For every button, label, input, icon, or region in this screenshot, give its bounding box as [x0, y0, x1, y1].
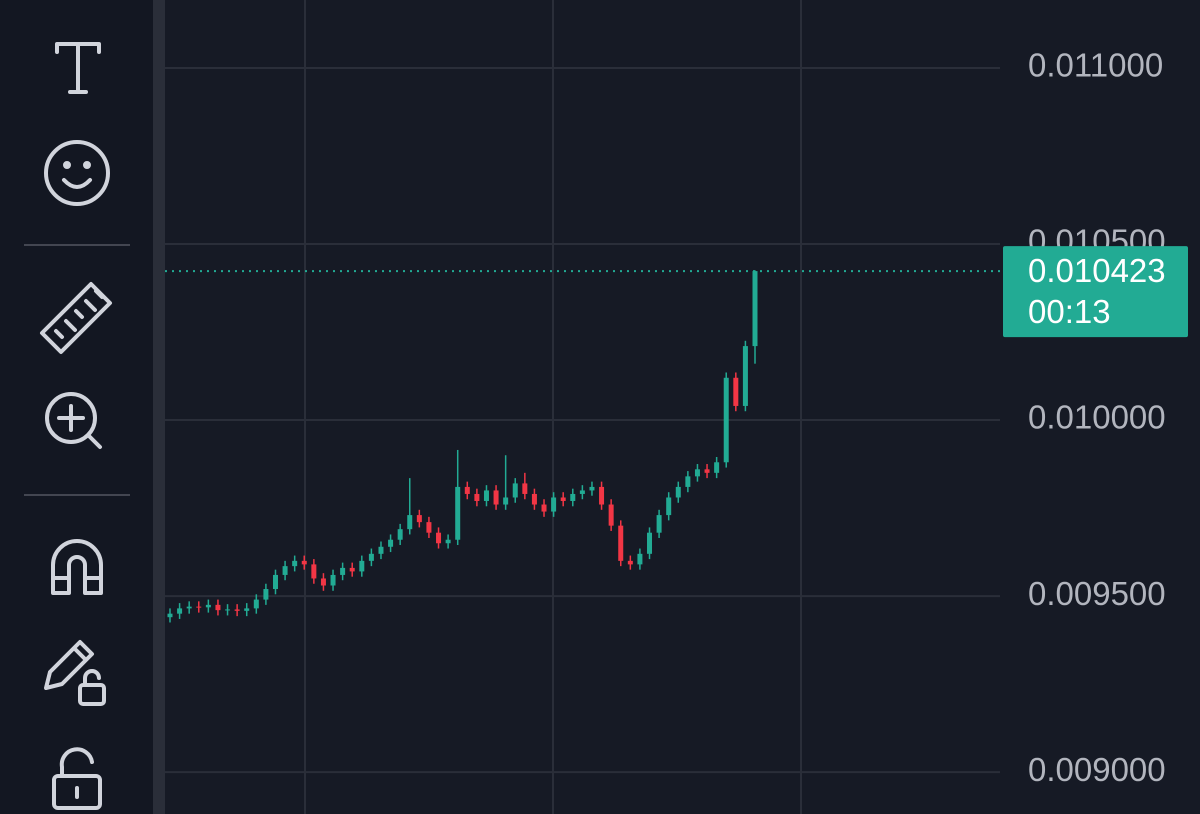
- candle-body: [301, 560, 307, 565]
- candle-body: [579, 490, 585, 494]
- candle-body: [608, 504, 614, 526]
- candle-body: [599, 486, 605, 505]
- candle-body: [723, 377, 729, 463]
- candle-body: [589, 486, 595, 491]
- y-tick-label: 0.009500: [1028, 575, 1166, 612]
- candle-body: [445, 539, 451, 544]
- candle-body: [503, 497, 509, 505]
- candle-body: [570, 493, 576, 502]
- candle-body: [244, 608, 250, 611]
- lock-drawings-tool[interactable]: [44, 640, 106, 706]
- candle-body: [215, 604, 221, 611]
- candle-body: [388, 539, 394, 547]
- toolbar-divider: [153, 0, 165, 814]
- candle-body: [359, 560, 365, 572]
- candle-body: [292, 560, 298, 567]
- candle-body: [627, 560, 633, 565]
- candle-body: [714, 462, 720, 473]
- lock-tool[interactable]: [52, 747, 102, 810]
- text-tool[interactable]: [55, 42, 101, 94]
- candle-body: [407, 515, 413, 530]
- last-price-label: 0.010423: [1028, 252, 1166, 289]
- candle-body: [704, 469, 710, 473]
- vertical-grid: [304, 0, 802, 814]
- ruler-tool[interactable]: [40, 282, 112, 354]
- candle-body: [464, 486, 470, 494]
- candle-body: [177, 608, 183, 614]
- candle-body: [733, 377, 739, 406]
- candle-body: [253, 599, 259, 609]
- candle-body: [666, 497, 672, 516]
- y-tick-label: 0.010000: [1028, 399, 1166, 436]
- candle-body: [522, 483, 528, 494]
- candle-body: [560, 497, 566, 502]
- countdown-label: 00:13: [1028, 293, 1111, 330]
- candle-body: [349, 567, 355, 572]
- candle-body: [752, 271, 758, 347]
- candle-body: [637, 553, 643, 565]
- candle-body: [378, 546, 384, 554]
- candle-body: [512, 483, 518, 498]
- toolbar: [0, 0, 153, 814]
- candle-body: [436, 532, 442, 544]
- candle-body: [541, 504, 547, 512]
- zoom-tool[interactable]: [45, 392, 102, 449]
- candle-body: [551, 497, 557, 512]
- candle-body: [474, 493, 480, 502]
- candle-body: [186, 606, 192, 609]
- candle-body: [483, 490, 489, 502]
- y-tick-label: 0.011000: [1028, 47, 1163, 84]
- candle-body: [426, 522, 432, 533]
- y-tick-label: 0.009000: [1028, 751, 1166, 788]
- plot: [165, 66, 1000, 774]
- candle-body: [330, 574, 336, 586]
- emoji-tool[interactable]: [44, 140, 110, 206]
- candle-body: [416, 515, 422, 523]
- candle-body: [340, 567, 346, 575]
- candle-body: [167, 613, 173, 618]
- candle-body: [742, 346, 748, 406]
- candle-body: [694, 469, 700, 477]
- candle-body: [196, 606, 202, 608]
- candle-body: [531, 493, 537, 505]
- candle-body: [263, 589, 269, 600]
- candle-body: [618, 525, 624, 561]
- candle-body: [368, 553, 374, 561]
- last-price-box: [1003, 246, 1188, 338]
- candle-body: [282, 566, 288, 575]
- candle-body: [675, 486, 681, 498]
- candle-body: [272, 574, 278, 590]
- candle-body: [656, 515, 662, 533]
- candle-body: [234, 609, 240, 611]
- candle-body: [455, 486, 461, 540]
- candle-body: [685, 476, 691, 487]
- candle-body: [647, 532, 653, 554]
- candle-body: [225, 609, 231, 611]
- candle-body: [311, 564, 317, 579]
- candle-body: [493, 490, 499, 505]
- magnet-tool[interactable]: [51, 539, 103, 595]
- candle-body: [205, 604, 211, 608]
- candle-body: [397, 529, 403, 540]
- candle-body: [320, 578, 326, 586]
